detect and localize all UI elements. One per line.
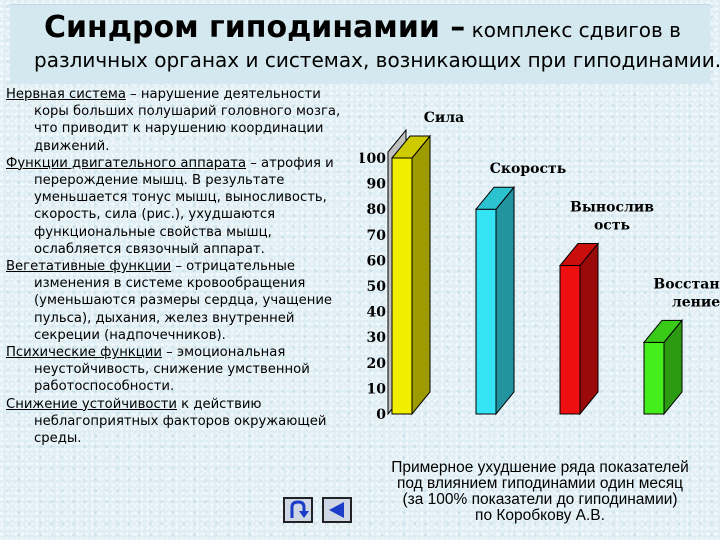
category-label: Скорость (490, 161, 566, 177)
category-label: Восстанов (653, 276, 720, 292)
bar-front (391, 157, 413, 415)
section-paragraph: Вегетативные функции – отрицательные изм… (6, 258, 358, 344)
y-tick-label: 90 (367, 177, 387, 193)
y-tick-label: 100 (360, 151, 386, 167)
title-main: Синдром гиподинамии – (44, 10, 466, 45)
previous-slide-button[interactable] (322, 497, 352, 523)
bar-side (495, 185, 515, 416)
section-term: Психические функции (6, 345, 162, 361)
title-band: Синдром гиподинамии – комплекс сдвигов в… (10, 4, 720, 84)
section-text: – отрицательные изменения в системе кров… (34, 259, 333, 343)
bar-top (474, 186, 516, 210)
section-paragraph: Функции двигательного аппарата – атрофия… (6, 155, 358, 258)
bar-side (411, 134, 431, 416)
return-button[interactable] (283, 497, 313, 523)
bar-side (579, 242, 599, 416)
section-term: Функции двигательного аппарата (6, 155, 247, 171)
text-block: Нервная система – нарушение деятельности… (6, 86, 358, 447)
section-text: – атрофия и перерождение мышц. В результ… (34, 155, 334, 257)
y-tick-label: 50 (367, 279, 387, 295)
y-tick-label: 40 (367, 305, 387, 321)
slide-title: Синдром гиподинамии – комплекс сдвигов в (44, 10, 681, 45)
chart-caption: Примерное ухудшение ряда показателей под… (360, 460, 720, 524)
section-paragraph: Снижение устойчивости к действию неблаго… (6, 396, 358, 448)
category-label: Вынослив (570, 200, 654, 216)
caption-line: (за 100% показатели до гиподинамии) (402, 491, 678, 508)
y-tick-label: 80 (367, 202, 387, 218)
y-tick-label: 20 (367, 356, 387, 372)
bar-top (390, 135, 432, 159)
y-tick-label: 70 (367, 228, 387, 244)
category-label: ление (672, 294, 720, 310)
caption-line: под влиянием гиподинамии один месяц (396, 475, 684, 492)
bar-front (643, 341, 665, 415)
section-paragraph: Нервная система – нарушение деятельности… (6, 86, 358, 155)
section-term: Вегетативные функции (6, 259, 172, 275)
section-text: – нарушение деятельности коры больших по… (34, 87, 341, 154)
caption-line: Примерное ухудшение ряда показателей (391, 459, 689, 476)
y-tick-label: 30 (367, 330, 387, 346)
section-text: к действию неблагоприятных факторов окру… (34, 396, 327, 447)
bar-front (475, 208, 497, 415)
triangle-left-icon (329, 502, 344, 518)
section-text: – эмоциональная неустойчивость, снижение… (34, 345, 310, 395)
bar-top (558, 243, 600, 267)
y-tick-label: 0 (376, 407, 386, 423)
section-paragraph: Психические функции – эмоциональная неус… (6, 344, 358, 396)
category-label: ость (594, 218, 630, 234)
bar-chart: 0 10 20 30 40 50 60 70 80 90 100 Сила Скорость Выносл… (357, 88, 720, 460)
bar-front (559, 265, 581, 415)
chart-svg: 0 10 20 30 40 50 60 70 80 90 100 Сила Скорость Выносл… (357, 110, 720, 423)
section-term: Нервная система (6, 87, 126, 102)
u-turn-arrow-icon (290, 500, 309, 518)
section-term: Снижение устойчивости (6, 396, 177, 412)
title-rest: комплекс сдвигов в (465, 18, 681, 42)
bar-top (642, 319, 684, 343)
caption-line: по Коробкову А.В. (475, 507, 605, 524)
category-label: Сила (424, 110, 464, 126)
y-tick-label: 10 (367, 381, 387, 397)
title-line2: различных органах и системах, возникающи… (34, 48, 720, 72)
y-tick-label: 60 (367, 253, 387, 269)
